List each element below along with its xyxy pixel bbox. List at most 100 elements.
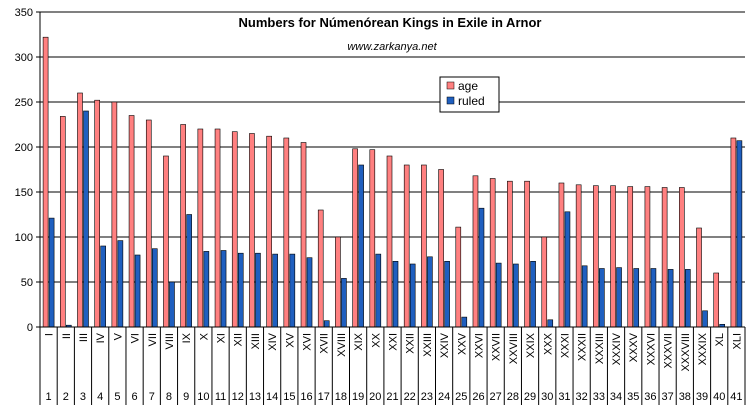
x-roman-label: XIX bbox=[353, 332, 365, 350]
bar-ruled-27 bbox=[495, 262, 502, 328]
x-roman-label: XVIII bbox=[336, 333, 348, 357]
x-roman-label: XXIX bbox=[525, 332, 537, 358]
x-roman-label: XXVIII bbox=[508, 333, 520, 364]
bar-age-12 bbox=[231, 131, 238, 328]
x-number-label: 15 bbox=[283, 391, 295, 403]
bar-ruled-28 bbox=[513, 263, 519, 328]
x-number-label: 25 bbox=[455, 391, 467, 403]
bar-ruled-15 bbox=[289, 253, 296, 328]
x-roman-label: II bbox=[61, 333, 73, 339]
x-number-label: 3 bbox=[80, 391, 86, 403]
bar-ruled-33 bbox=[599, 268, 605, 328]
x-roman-label: XXXVII bbox=[663, 333, 675, 368]
y-tick-label: 250 bbox=[15, 97, 33, 109]
bar-ruled-4 bbox=[100, 245, 106, 328]
x-roman-label: XXXIV bbox=[611, 332, 623, 365]
x-number-label: 17 bbox=[318, 391, 330, 403]
x-number-label: 40 bbox=[713, 391, 725, 403]
x-number-label: 20 bbox=[369, 391, 381, 403]
bar-age-35 bbox=[627, 186, 634, 328]
x-number-labels: 1 2 3 4 5 6 7 8 9 10 11 12 13 14 15 16 17 18 19 20 21 22 23 24 2… bbox=[46, 391, 743, 403]
bar-ruled-32 bbox=[581, 265, 588, 328]
bar-age-4 bbox=[94, 99, 100, 328]
x-roman-label: XLI bbox=[731, 333, 743, 350]
x-number-label: 35 bbox=[627, 391, 639, 403]
bar-age-31 bbox=[558, 182, 565, 328]
x-number-label: 29 bbox=[524, 391, 536, 403]
x-number-label: 31 bbox=[558, 391, 570, 403]
x-roman-label: XVI bbox=[302, 333, 314, 351]
x-number-label: 27 bbox=[490, 391, 502, 403]
x-roman-label: XI bbox=[216, 333, 228, 343]
bar-ruled-23 bbox=[427, 256, 433, 328]
bar-ruled-7 bbox=[151, 248, 158, 328]
bar-ruled-37 bbox=[667, 269, 674, 328]
x-roman-label: X bbox=[198, 332, 210, 340]
bar-age-34 bbox=[610, 185, 616, 328]
x-roman-labels: I II III IV V VI VII VIII IX X XI XII XIII XIV XV XVI XV… bbox=[44, 332, 744, 371]
y-tick-label: 50 bbox=[21, 277, 33, 289]
bar-ruled-31 bbox=[564, 211, 571, 328]
x-roman-label: XXVII bbox=[491, 333, 503, 361]
x-number-label: 38 bbox=[679, 391, 691, 403]
y-tick-label: 150 bbox=[15, 187, 33, 199]
bar-age-15 bbox=[283, 137, 290, 328]
bar-ruled-39 bbox=[702, 310, 708, 328]
bar-age-9 bbox=[180, 124, 186, 328]
bar-age-23 bbox=[421, 164, 427, 328]
legend-swatch-ruled bbox=[446, 96, 455, 105]
x-roman-label: IX bbox=[181, 332, 193, 343]
bar-age-10 bbox=[197, 128, 204, 328]
x-number-label: 18 bbox=[335, 391, 347, 403]
bar-age-27 bbox=[489, 178, 496, 328]
x-number-label: 41 bbox=[730, 391, 742, 403]
x-roman-label: XXXI bbox=[559, 333, 571, 358]
x-number-label: 16 bbox=[300, 391, 312, 403]
x-roman-label: XXIII bbox=[422, 333, 434, 357]
x-roman-label: XVII bbox=[319, 333, 331, 354]
bar-age-22 bbox=[403, 164, 410, 328]
x-number-label: 14 bbox=[266, 391, 278, 403]
y-tick-label: 300 bbox=[15, 52, 33, 64]
x-roman-label: XXXVIII bbox=[680, 333, 692, 372]
x-roman-label: XL bbox=[714, 333, 726, 346]
bar-ruled-38 bbox=[685, 269, 691, 328]
bar-ruled-34 bbox=[616, 267, 622, 328]
bar-age-39 bbox=[696, 227, 702, 328]
x-number-label: 4 bbox=[97, 391, 103, 403]
x-number-label: 32 bbox=[576, 391, 588, 403]
bar-ruled-11 bbox=[220, 250, 227, 328]
bar-age-32 bbox=[575, 184, 582, 328]
bar-age-25 bbox=[455, 226, 462, 328]
chart-title: Numbers for Númenórean Kings in Exile in… bbox=[239, 15, 542, 30]
bar-ruled-14 bbox=[272, 253, 278, 328]
bar-ruled-41 bbox=[736, 140, 743, 328]
x-number-label: 1 bbox=[46, 391, 52, 403]
bar-age-7 bbox=[145, 119, 152, 328]
bar-ruled-13 bbox=[255, 252, 261, 328]
x-number-label: 5 bbox=[114, 391, 120, 403]
bar-ruled-18 bbox=[341, 278, 347, 328]
x-roman-label: IV bbox=[95, 332, 107, 343]
bar-ruled-24 bbox=[444, 260, 450, 328]
x-number-label: 37 bbox=[661, 391, 673, 403]
bar-ruled-12 bbox=[237, 252, 244, 328]
x-number-label: 12 bbox=[232, 391, 244, 403]
bar-age-41 bbox=[730, 137, 737, 328]
x-number-label: 34 bbox=[610, 391, 622, 403]
x-roman-label: XXXII bbox=[577, 333, 589, 361]
bar-age-16 bbox=[300, 142, 307, 328]
bar-ruled-30 bbox=[547, 319, 554, 328]
bar-ruled-26 bbox=[478, 207, 485, 328]
bars bbox=[42, 36, 743, 328]
bar-age-21 bbox=[386, 155, 393, 328]
x-number-label: 21 bbox=[386, 391, 398, 403]
x-roman-label: VIII bbox=[164, 333, 176, 350]
x-number-label: 39 bbox=[696, 391, 708, 403]
bar-age-26 bbox=[472, 175, 479, 328]
x-roman-label: XXIV bbox=[439, 332, 451, 358]
bar-age-3 bbox=[77, 92, 83, 328]
bar-age-8 bbox=[163, 155, 169, 328]
bar-age-13 bbox=[249, 133, 255, 328]
